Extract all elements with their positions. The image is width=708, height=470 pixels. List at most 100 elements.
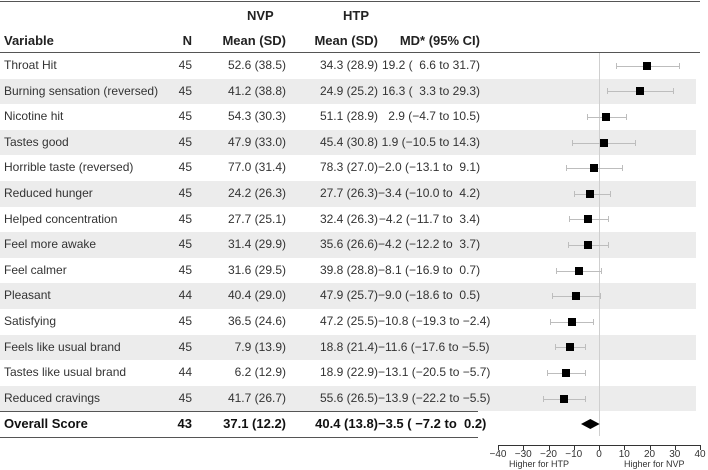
cell-n: 45 xyxy=(178,237,192,252)
x-tick xyxy=(548,445,550,450)
overall-md: −3.5 ( −7.2 to 0.2) xyxy=(378,416,487,431)
cell-htp: 47.2 (25.5) xyxy=(319,314,378,328)
point-estimate-marker xyxy=(567,317,576,326)
cell-variable: Reduced hunger xyxy=(4,186,93,200)
x-tick-label: 10 xyxy=(618,449,630,460)
cell-variable: Feel calmer xyxy=(4,262,67,277)
ci-cap xyxy=(573,190,575,197)
cell-n: 45 xyxy=(178,134,192,149)
cell-n: 45 xyxy=(178,211,192,226)
axis-label-right: Higher for NVP xyxy=(624,459,685,469)
cell-md: −8.1 (−16.9 to 0.7) xyxy=(378,262,481,277)
ci-cap xyxy=(679,62,681,69)
table-row: Horrible taste (reversed) 45 77.0 (31.4) 78… xyxy=(0,155,696,181)
ci-cap xyxy=(569,216,571,223)
point-estimate-marker xyxy=(589,164,598,173)
x-tick-label: 20 xyxy=(643,449,656,460)
table-row: Feels like usual brand 45 7.9 (13.9) 18.8 (… xyxy=(0,334,696,361)
cell-variable: Feels like usual brand xyxy=(4,339,121,354)
ci-cap xyxy=(592,318,594,325)
point-estimate-marker xyxy=(584,241,593,249)
point-estimate-marker xyxy=(643,61,652,70)
cell-nvp: 41.2 (38.8) xyxy=(227,83,286,98)
x-tick-label: 0 xyxy=(596,449,602,460)
cell-variable: Satisfying xyxy=(4,314,57,328)
ci-cap xyxy=(587,114,589,120)
point-estimate-marker xyxy=(636,87,645,96)
x-tick-label: 40 xyxy=(694,449,706,460)
column-header-htp-mean: Mean (SD) xyxy=(314,33,378,48)
cell-n: 45 xyxy=(178,83,192,98)
x-tick-label: −40 xyxy=(489,449,507,460)
cell-variable: Pleasant xyxy=(4,288,51,303)
cell-n: 45 xyxy=(178,339,192,354)
point-estimate-marker xyxy=(599,138,608,147)
table-row: Satisfying 45 36.5 (24.6) 47.2 (25.5) −10.8 … xyxy=(0,309,696,335)
cell-nvp: 40.4 (29.0) xyxy=(227,288,286,303)
x-tick-label: −30 xyxy=(514,449,532,460)
cell-variable: Helped concentration xyxy=(4,211,118,226)
cell-htp: 78.3 (27.0) xyxy=(319,160,378,175)
table-row: Throat Hit 45 52.6 (38.5) 34.3 (28.9) 19.2 (… xyxy=(0,53,696,79)
cell-htp: 32.4 (26.3) xyxy=(319,211,378,226)
overall-bottom-rule xyxy=(0,437,478,438)
overall-nvp: 37.1 (12.2) xyxy=(223,416,286,431)
cell-n: 45 xyxy=(178,262,192,277)
ci-cap xyxy=(600,293,602,300)
ci-cap xyxy=(635,139,637,146)
overall-top-rule xyxy=(0,411,478,412)
cell-nvp: 77.0 (31.4) xyxy=(227,160,286,175)
column-header-variable: Variable xyxy=(4,33,54,48)
cell-variable: Burning sensation (reversed) xyxy=(4,83,159,98)
overall-htp: 40.4 (13.8) xyxy=(315,416,378,431)
cell-n: 45 xyxy=(178,109,192,124)
cell-nvp: 31.4 (29.9) xyxy=(227,237,286,252)
summary-diamond-icon xyxy=(580,418,600,429)
point-estimate-marker xyxy=(559,394,568,403)
x-tick-label: −20 xyxy=(540,449,557,460)
overall-variable: Overall Score xyxy=(4,416,88,431)
ci-cap xyxy=(607,88,609,95)
axis-label-left: Higher for HTP xyxy=(509,459,570,469)
cell-htp: 27.7 (26.3) xyxy=(319,186,378,200)
header-rule xyxy=(0,52,700,53)
x-tick xyxy=(700,445,701,450)
overall-n: 43 xyxy=(177,416,192,431)
x-tick xyxy=(599,445,600,450)
cell-nvp: 24.2 (26.3) xyxy=(227,186,286,200)
x-tick xyxy=(674,445,676,450)
cell-nvp: 54.3 (30.3) xyxy=(227,109,286,124)
table-row: Feel calmer 45 31.6 (29.5) 39.8 (28.8) −8.1 … xyxy=(0,258,696,284)
zero-reference-line xyxy=(599,53,600,436)
column-header-nvp-mean: Mean (SD) xyxy=(222,33,286,48)
cell-md: 16.3 ( 3.3 to 29.3) xyxy=(381,83,480,98)
cell-md: −2.0 (−13.1 to 9.1) xyxy=(378,160,481,175)
x-tick xyxy=(624,445,626,450)
x-tick-label: 30 xyxy=(669,449,681,460)
cell-variable: Tastes like usual brand xyxy=(4,365,127,380)
cell-md: −11.6 (−17.6 to −5.5) xyxy=(378,339,490,354)
point-estimate-marker xyxy=(572,292,581,301)
cell-md: −10.8 (−19.3 to −2.4) xyxy=(378,314,491,328)
table-row: Nicotine hit 45 54.3 (30.3) 51.1 (28.9) 2.9 … xyxy=(0,104,696,130)
ci-cap xyxy=(615,62,617,69)
table-top-rule xyxy=(0,1,700,2)
cell-md: 1.9 (−10.5 to 14.3) xyxy=(381,134,480,149)
point-estimate-marker xyxy=(561,369,570,377)
cell-nvp: 27.7 (25.1) xyxy=(227,211,286,226)
cell-variable: Feel more awake xyxy=(4,237,97,252)
ci-cap xyxy=(565,165,567,172)
ci-cap xyxy=(550,318,552,325)
ci-cap xyxy=(552,293,554,300)
point-estimate-marker xyxy=(584,215,593,224)
ci-cap xyxy=(556,267,558,274)
cell-variable: Horrible taste (reversed) xyxy=(4,160,134,175)
cell-variable: Throat Hit xyxy=(4,58,57,72)
group-header-htp: HTP xyxy=(343,8,369,23)
x-tick xyxy=(498,445,499,450)
cell-variable: Tastes good xyxy=(4,134,69,149)
cell-md: 19.2 ( 6.6 to 31.7) xyxy=(381,58,480,72)
cell-md: −3.4 (−10.0 to 4.2) xyxy=(378,186,481,200)
cell-variable: Reduced cravings xyxy=(4,390,101,405)
ci-cap xyxy=(547,370,549,376)
